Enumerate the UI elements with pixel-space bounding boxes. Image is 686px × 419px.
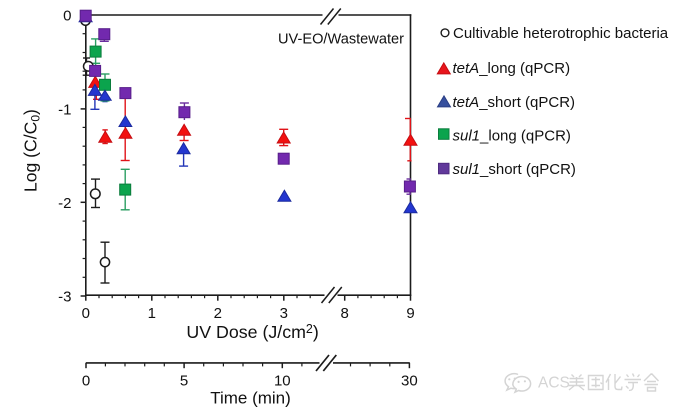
svg-text:UV Dose (J/cm2): UV Dose (J/cm2) — [186, 322, 318, 342]
svg-text:Cultivable heterotrophic bacte: Cultivable heterotrophic bacteria — [453, 25, 669, 42]
svg-text:Time (min): Time (min) — [210, 388, 291, 407]
svg-text:UV-EO/Wastewater: UV-EO/Wastewater — [278, 31, 404, 47]
svg-text:2: 2 — [214, 305, 222, 322]
svg-text:ACS: ACS — [538, 375, 570, 392]
svg-text:8: 8 — [341, 305, 349, 322]
svg-text:-2: -2 — [58, 195, 71, 212]
svg-text:10: 10 — [274, 372, 291, 389]
svg-text:9: 9 — [406, 305, 414, 322]
svg-text:3: 3 — [280, 305, 288, 322]
svg-text:Log (C/C0): Log (C/C0) — [21, 109, 43, 192]
svg-text:sul1_short (qPCR): sul1_short (qPCR) — [453, 161, 576, 178]
svg-text:5: 5 — [180, 372, 188, 389]
svg-text:0: 0 — [63, 8, 71, 25]
svg-text:30: 30 — [401, 372, 418, 389]
svg-text:sul1_long (qPCR): sul1_long (qPCR) — [453, 127, 571, 144]
svg-text:-1: -1 — [58, 101, 71, 118]
svg-text:0: 0 — [82, 372, 90, 389]
svg-text:0: 0 — [82, 305, 90, 322]
svg-text:tetA_long (qPCR): tetA_long (qPCR) — [453, 60, 571, 77]
svg-text:tetA_short (qPCR): tetA_short (qPCR) — [453, 94, 576, 111]
svg-text:1: 1 — [148, 305, 156, 322]
svg-text:-3: -3 — [58, 288, 71, 305]
